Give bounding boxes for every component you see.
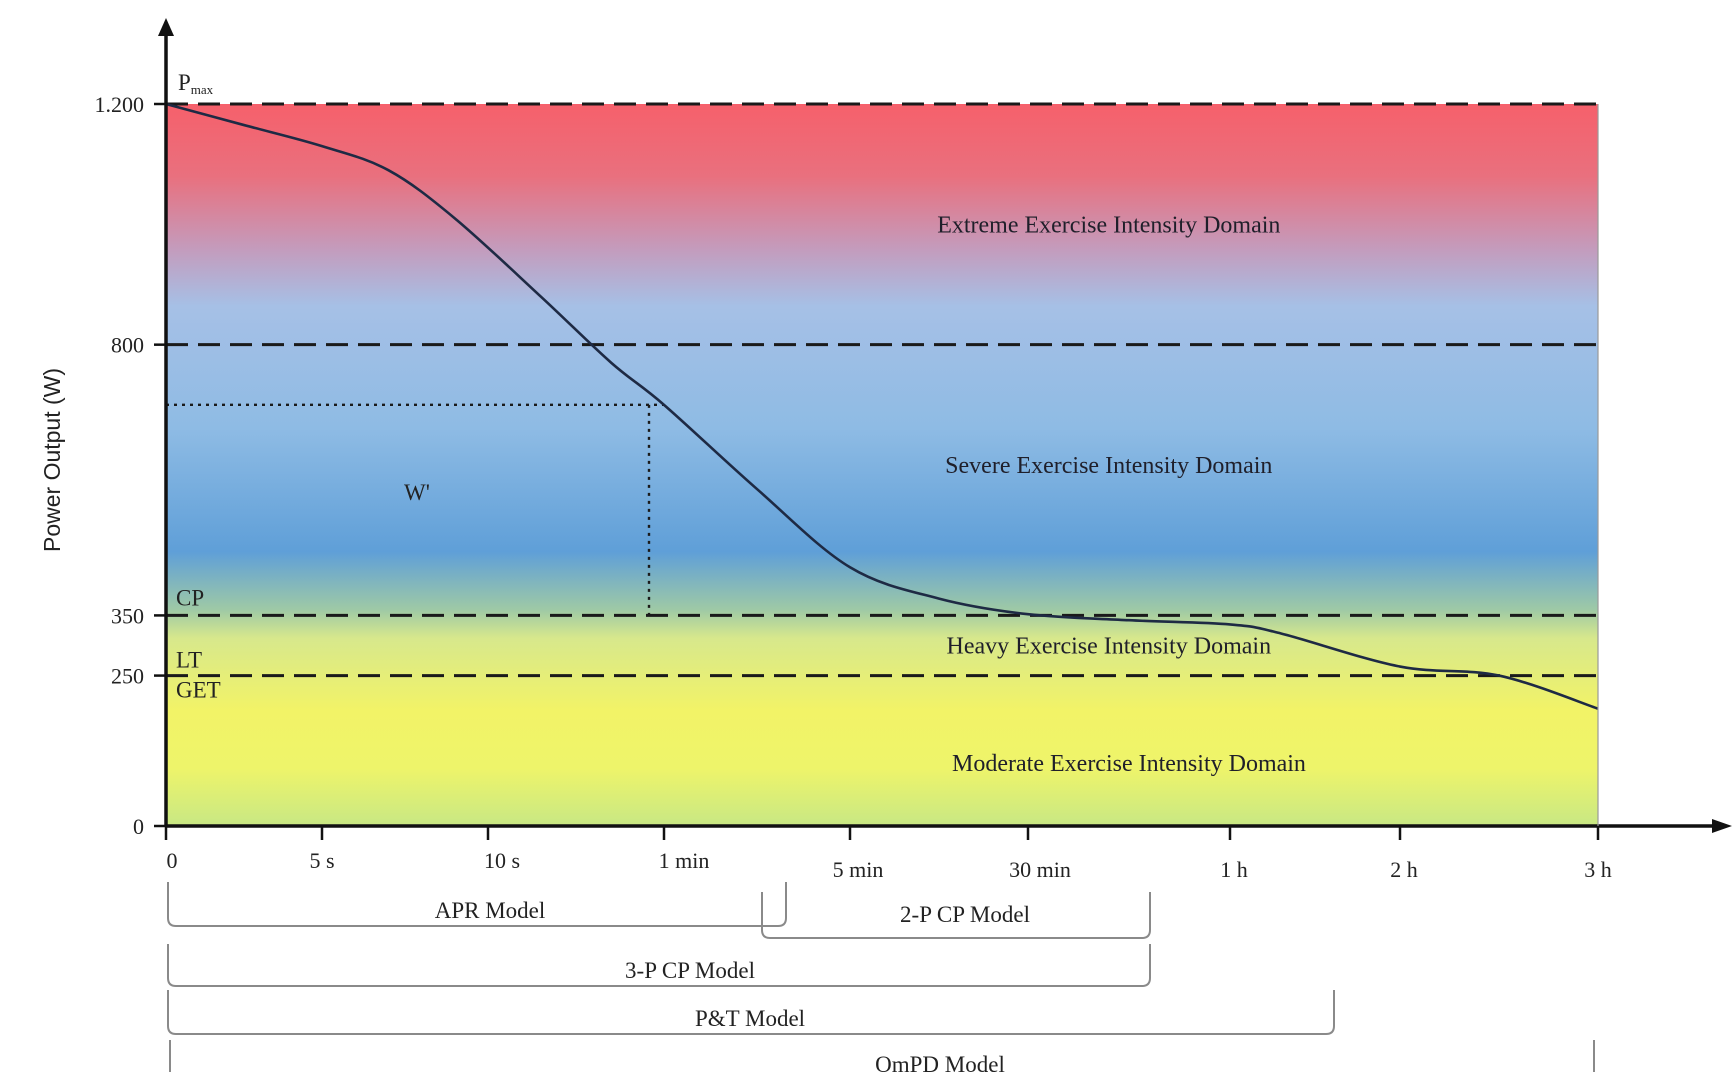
x-tick-label: 1 min [659,848,710,873]
x-axis-ticks: 0 5 s 10 s 1 min 5 min 30 min 1 h 2 h 3 h [164,826,1612,882]
model-label: OmPD Model [875,1052,1005,1072]
x-tick-label: 1 h [1220,857,1248,882]
threshold-lines [166,102,1598,678]
y-tick-label: 800 [111,333,144,358]
model-label: P&T Model [695,1006,805,1031]
w-prime-label: W' [404,480,430,505]
x-tick-label: 3 h [1584,857,1612,882]
pmax-label: Pmax [178,70,214,97]
lt-label: LT [176,648,202,673]
model-bracket [167,882,787,927]
x-tick-label: 5 min [833,857,884,882]
power-duration-curve [165,102,1599,710]
y-axis-arrow [158,18,174,36]
x-axis-arrow [1712,819,1732,833]
x-tick-label: 30 min [1009,857,1071,882]
threshold-labels: Pmax CP LT GET [176,70,221,703]
model-bracket [167,944,1151,987]
y-tick-label: 0 [133,814,144,839]
y-tick-label: 350 [111,603,144,628]
model-label: 3-P CP Model [625,958,755,983]
domain-label: Heavy Exercise Intensity Domain [947,634,1272,660]
w-prime-region: W' [166,403,664,616]
domain-gradient-background [166,104,1598,826]
cp-label: CP [176,585,204,610]
model-brackets: APR Model 2-P CP Model 3-P CP Model P&T Mod… [167,882,1595,1072]
x-tick-label: 0 [167,848,178,873]
x-tick-label: 5 s [309,848,334,873]
x-tick-label: 10 s [484,848,520,873]
y-axis-title: Power Output (W) [39,368,65,552]
domain-labels: Extreme Exercise Intensity Domain Severe … [937,212,1306,776]
domain-label: Severe Exercise Intensity Domain [945,453,1272,479]
y-axis-ticks: 0 250 350 800 1.200 [95,92,166,839]
model-bracket [761,892,1151,939]
model-label: 2-P CP Model [900,902,1030,927]
y-tick-label: 1.200 [95,92,145,117]
model-label: APR Model [435,898,546,923]
get-label: GET [176,678,221,703]
x-tick-label: 2 h [1390,857,1418,882]
domain-label: Extreme Exercise Intensity Domain [937,212,1280,238]
model-bracket [167,990,1335,1035]
y-tick-label: 250 [111,664,144,689]
domain-label: Moderate Exercise Intensity Domain [952,751,1306,777]
axes [158,18,1732,833]
